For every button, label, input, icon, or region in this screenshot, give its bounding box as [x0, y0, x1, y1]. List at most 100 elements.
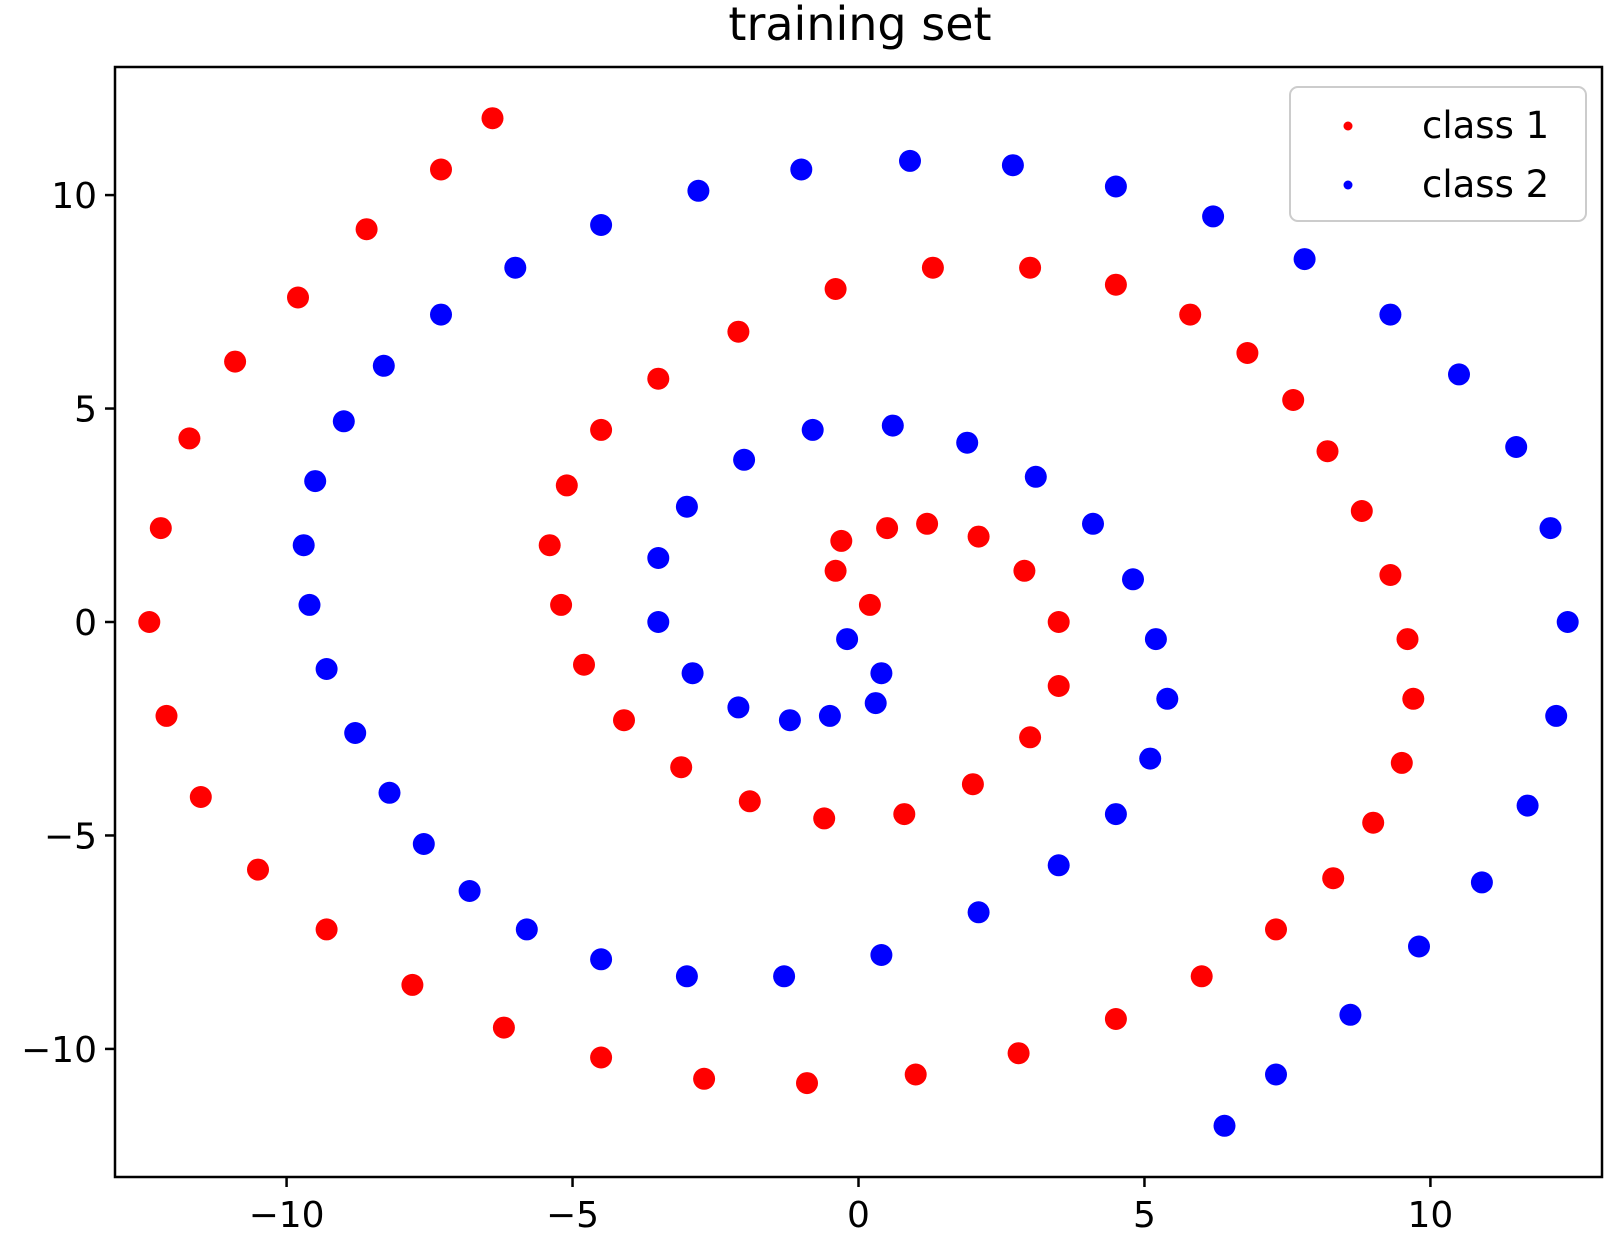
data-point [287, 286, 309, 309]
data-point [1122, 568, 1144, 591]
data-point [790, 158, 813, 181]
data-point [687, 179, 710, 202]
data-point [836, 628, 859, 651]
data-point [1104, 1008, 1127, 1030]
data-point [1379, 564, 1402, 586]
data-point [1047, 611, 1070, 633]
data-point [675, 965, 698, 988]
data-point [824, 278, 847, 300]
data-point [492, 1016, 515, 1039]
data-point [1082, 512, 1104, 535]
data-point [1545, 704, 1568, 727]
data-point [1019, 256, 1042, 279]
data-point [590, 1046, 613, 1069]
x-tick-label: 5 [1133, 1195, 1156, 1236]
data-point [1396, 628, 1419, 651]
data-point [515, 918, 538, 941]
data-point [573, 653, 595, 676]
data-point [155, 704, 178, 727]
data-point [727, 320, 750, 343]
data-point [224, 350, 247, 373]
data-point [1556, 611, 1579, 633]
data-point [613, 709, 635, 732]
data-point [864, 692, 887, 715]
legend: class 1 class 2 [1289, 86, 1587, 222]
data-point [590, 418, 613, 441]
data-point [590, 948, 613, 971]
data-point [412, 833, 435, 855]
data-point [727, 696, 750, 719]
data-point [961, 773, 984, 796]
data-point [813, 807, 836, 830]
data-point [481, 107, 504, 130]
data-point [796, 1072, 818, 1095]
data-point [1265, 918, 1287, 941]
data-point [693, 1067, 716, 1090]
data-point [956, 431, 979, 454]
data-point [824, 559, 847, 582]
data-point [1001, 154, 1024, 177]
data-point [372, 354, 395, 377]
data-point [332, 410, 355, 433]
x-tick-label: 10 [1408, 1195, 1454, 1236]
data-point [1104, 273, 1127, 296]
data-point [876, 517, 899, 540]
data-point [1104, 175, 1127, 198]
data-point [538, 534, 561, 557]
data-point [178, 427, 201, 450]
data-point [681, 662, 704, 685]
data-point [1379, 303, 1402, 326]
data-point [292, 534, 315, 557]
chart-title: training set [728, 0, 991, 51]
plot-area-frame [113, 65, 1604, 1179]
y-tick-label: 5 [74, 390, 97, 431]
data-point [773, 965, 796, 988]
data-point [1350, 500, 1373, 522]
data-point [1316, 440, 1339, 463]
data-point [670, 756, 693, 779]
data-point [870, 944, 893, 966]
x-tick-label: −10 [249, 1195, 325, 1236]
data-point [1007, 1042, 1030, 1065]
x-axis-ticks: −10 −5 0 5 10 [249, 1177, 1454, 1236]
data-point [1213, 1114, 1236, 1137]
data-point [401, 973, 424, 996]
data-point [1104, 803, 1127, 826]
data-point [458, 880, 481, 902]
data-point [1282, 389, 1305, 411]
data-point [893, 803, 916, 826]
data-point [189, 786, 212, 808]
data-point [1024, 465, 1047, 488]
series-1 [138, 107, 1425, 1095]
data-point [304, 470, 327, 493]
data-point [1190, 965, 1213, 988]
data-point [355, 218, 378, 241]
data-point [1470, 871, 1493, 894]
data-point [1202, 205, 1225, 228]
x-tick-label: −5 [546, 1195, 599, 1236]
y-tick-label: 10 [51, 176, 97, 217]
data-point [967, 525, 990, 548]
data-point [1390, 751, 1413, 774]
data-point [818, 704, 841, 727]
data-point [430, 303, 452, 326]
series-2 [292, 149, 1579, 1137]
data-point [1144, 628, 1167, 651]
data-point [1516, 794, 1539, 817]
data-point [870, 662, 893, 685]
data-point [647, 611, 670, 633]
data-point [733, 448, 756, 471]
data-point [555, 474, 578, 497]
data-point [1179, 303, 1202, 326]
data-point [1408, 935, 1430, 958]
data-point [344, 722, 367, 744]
data-point [1156, 687, 1179, 710]
data-point [378, 781, 401, 804]
data-point [778, 709, 801, 732]
y-tick-label: −5 [44, 816, 97, 857]
data-point [1322, 867, 1345, 890]
legend-label-class-1: class 1 [1422, 104, 1549, 147]
data-point [830, 529, 853, 552]
data-point [899, 149, 921, 172]
data-point [675, 495, 698, 518]
